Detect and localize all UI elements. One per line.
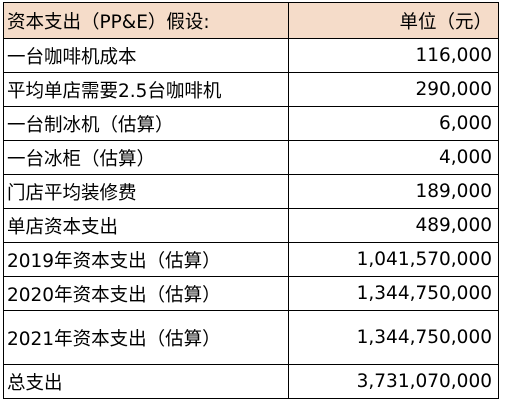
row-label-cell[interactable]: 2019年资本支出（估算） — [3, 242, 289, 277]
row-value-cell[interactable]: 116,000 — [287, 38, 500, 73]
table-row: 平均单店需要2.5台咖啡机 290,000 — [3, 72, 500, 107]
table-row: 单店资本支出 489,000 — [3, 208, 500, 243]
total-value-cell[interactable]: 3,731,070,000 — [287, 364, 500, 399]
row-label-cell[interactable]: 门店平均装修费 — [3, 174, 289, 209]
row-label-cell[interactable]: 一台咖啡机成本 — [3, 38, 289, 73]
row-value-cell[interactable]: 1,344,750,000 — [287, 276, 500, 311]
table-row: 2021年资本支出（估算） 1,344,750,000 — [3, 310, 500, 365]
table-row: 一台咖啡机成本 116,000 — [3, 38, 500, 73]
row-value-cell[interactable]: 1,041,570,000 — [287, 242, 500, 277]
table-row: 门店平均装修费 189,000 — [3, 174, 500, 209]
row-label-cell[interactable]: 平均单店需要2.5台咖啡机 — [3, 72, 289, 107]
row-value-cell[interactable]: 1,344,750,000 — [287, 310, 500, 365]
table-row: 一台冰柜（估算） 4,000 — [3, 140, 500, 175]
row-label-cell[interactable]: 2020年资本支出（估算） — [3, 276, 289, 311]
row-label-cell[interactable]: 一台制冰机（估算） — [3, 106, 289, 141]
table-row: 一台制冰机（估算） 6,000 — [3, 106, 500, 141]
row-label-cell[interactable]: 一台冰柜（估算） — [3, 140, 289, 175]
header-row: 资本支出（PP&E）假设: 单位（元） — [3, 2, 500, 39]
table-row: 2019年资本支出（估算） 1,041,570,000 — [3, 242, 500, 277]
row-label-cell[interactable]: 2021年资本支出（估算） — [3, 310, 289, 365]
table-row: 2020年资本支出（估算） 1,344,750,000 — [3, 276, 500, 311]
row-value-cell[interactable]: 6,000 — [287, 106, 500, 141]
capex-table: 资本支出（PP&E）假设: 单位（元） 一台咖啡机成本 116,000 平均单店… — [3, 2, 500, 399]
row-label-cell[interactable]: 单店资本支出 — [3, 208, 289, 243]
row-value-cell[interactable]: 189,000 — [287, 174, 500, 209]
header-label-cell[interactable]: 资本支出（PP&E）假设: — [3, 2, 289, 39]
header-unit-cell[interactable]: 单位（元） — [287, 2, 500, 39]
row-value-cell[interactable]: 489,000 — [287, 208, 500, 243]
total-row: 总支出 3,731,070,000 — [3, 364, 500, 399]
row-value-cell[interactable]: 4,000 — [287, 140, 500, 175]
total-label-cell[interactable]: 总支出 — [3, 364, 289, 399]
row-value-cell[interactable]: 290,000 — [287, 72, 500, 107]
